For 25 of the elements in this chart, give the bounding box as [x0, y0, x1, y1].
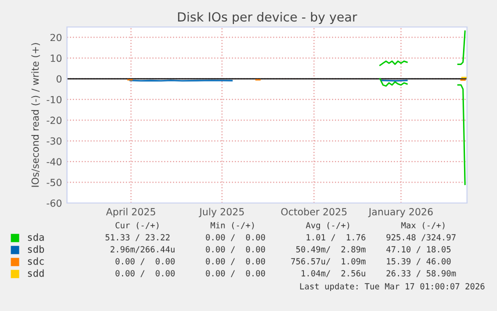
x-tick-label: April 2025: [106, 208, 156, 218]
x-tick-label: January 2026: [368, 208, 433, 218]
text: Last update: Tue Mar 17 01:00:07 2026: [300, 282, 484, 292]
y-tick-label: 0: [56, 75, 62, 83]
y-tick-label: 20: [50, 34, 62, 42]
legend-label: sdc: [28, 257, 44, 265]
y-tick-label: -60: [46, 199, 62, 207]
legend-label: sdd: [28, 269, 44, 277]
text: 2.96m/266.44u 0.00 / 0.00 50.49m/ 2.89m 47.10 / 18.05: [110, 246, 451, 254]
x-tick-label: October 2025: [281, 208, 347, 216]
text: 0.00 / 0.00 0.00 / 0.00 1.04m/ 2.56u 26.33 / 58.90m: [116, 270, 456, 278]
x-tick-label: July 2025: [198, 208, 244, 218]
y-tick-label: -20: [46, 116, 62, 124]
y-tick-label: -10: [46, 96, 62, 104]
text: 0.00 / 0.00 0.00 / 0.00 756.57u/ 1.09m 15.39 / 46.00: [116, 258, 451, 266]
y-tick-label: -30: [46, 137, 62, 145]
text: 51.33 / 23.22 0.00 / 0.00 1.01 / 1.76 925.48 /324.97: [106, 234, 456, 242]
y-tick-label: 10: [50, 54, 62, 62]
y-tick-label: -40: [46, 158, 62, 166]
legend-label: sda: [28, 233, 44, 241]
text: Cur (-/+) Min (-/+) Avg (-/+) Max (-/+): [116, 222, 444, 230]
y-tick-label: -50: [46, 178, 62, 186]
chart-title: Disk IOs per device - by year: [178, 12, 358, 24]
legend-label: sdb: [28, 245, 44, 253]
y-axis-title: IOs/second read (-) / write (+): [31, 43, 40, 187]
